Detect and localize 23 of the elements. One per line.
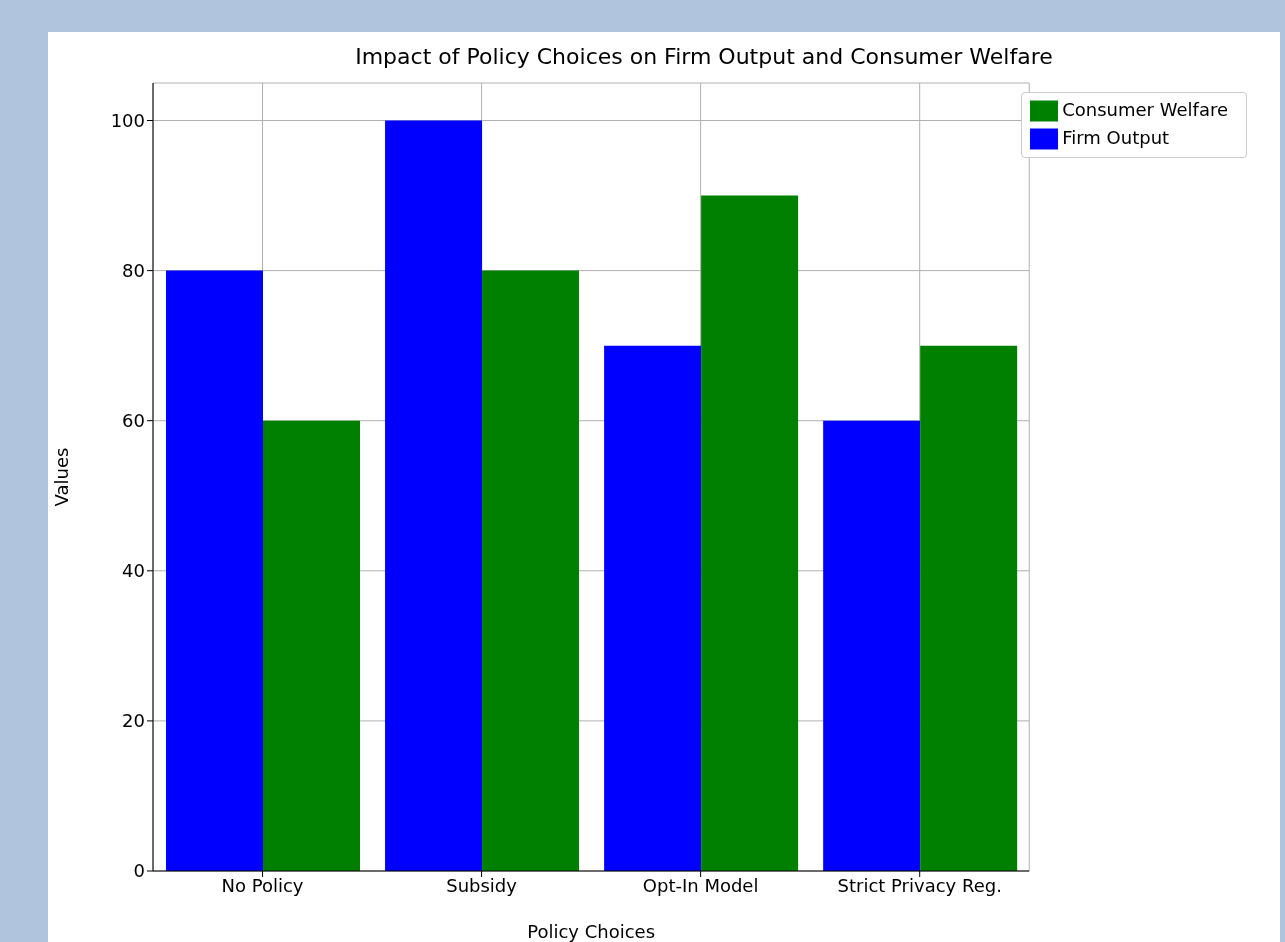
bar bbox=[482, 270, 580, 871]
bar bbox=[604, 345, 702, 871]
bar bbox=[263, 420, 360, 871]
legend-label: Firm Output bbox=[1062, 127, 1170, 148]
y-tick-label: 0 bbox=[133, 860, 145, 882]
bar bbox=[385, 120, 483, 871]
y-tick-label: 20 bbox=[122, 710, 145, 732]
legend-label: Consumer Welfare bbox=[1062, 99, 1228, 120]
y-tick-label: 80 bbox=[122, 260, 145, 282]
y-tick-label: 100 bbox=[110, 109, 145, 131]
x-tick-label: Opt-In Model bbox=[642, 874, 759, 896]
x-tick-label: Strict Privacy Reg. bbox=[837, 874, 1002, 896]
y-axis-title: Values bbox=[51, 447, 73, 507]
x-axis-title: Policy Choices bbox=[527, 921, 656, 942]
y-tick-label: 60 bbox=[122, 410, 145, 432]
x-tick-label: No Policy bbox=[221, 874, 304, 896]
bar bbox=[701, 195, 799, 871]
bar bbox=[823, 420, 921, 871]
chart-title: Impact of Policy Choices on Firm Output and Consumer Welfare bbox=[354, 44, 1054, 69]
x-tick-label: Subsidy bbox=[446, 874, 518, 896]
y-tick-label: 40 bbox=[122, 560, 145, 582]
bar bbox=[920, 345, 1018, 871]
bar bbox=[166, 270, 263, 871]
